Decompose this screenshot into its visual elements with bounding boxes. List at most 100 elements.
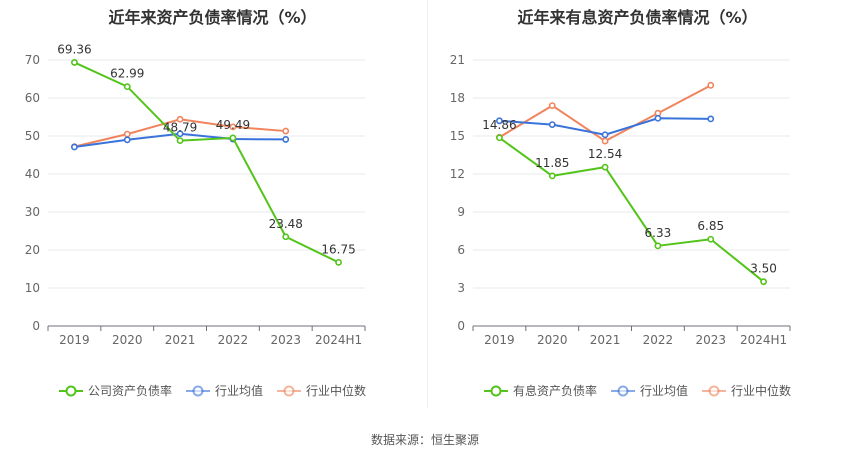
y-tick-label: 20 xyxy=(25,243,40,257)
data-point xyxy=(123,130,131,138)
data-point xyxy=(496,134,503,142)
data-point xyxy=(548,121,556,128)
x-tick-label: 2023 xyxy=(270,333,301,347)
legend-label: 公司资产负债率 xyxy=(87,384,172,398)
data-label: 62.99 xyxy=(110,67,144,81)
legend-label: 行业中位数 xyxy=(731,384,792,398)
data-label: 6.85 xyxy=(697,219,724,233)
y-tick-label: 3 xyxy=(457,281,465,295)
data-point xyxy=(123,136,131,144)
y-tick-label: 70 xyxy=(25,53,40,67)
legend-marker xyxy=(192,385,204,396)
data-point xyxy=(548,102,556,109)
data-point xyxy=(601,137,609,145)
data-source-note: 数据来源：恒生聚源 xyxy=(370,433,479,447)
y-tick-label: 12 xyxy=(450,167,465,181)
data-point xyxy=(282,233,290,241)
y-tick-label: 21 xyxy=(450,53,465,67)
chart-title: 近年来有息资产负债率情况（%） xyxy=(517,8,758,27)
data-point xyxy=(176,115,184,123)
legend-item[interactable]: 行业中位数 xyxy=(277,382,366,399)
y-tick-label: 18 xyxy=(450,91,465,105)
data-point xyxy=(707,115,715,123)
x-tick-label: 2024H1 xyxy=(315,333,362,347)
panel-divider xyxy=(427,0,428,408)
x-tick-label: 2021 xyxy=(590,333,621,347)
legend-item[interactable]: 行业均值 xyxy=(185,382,263,399)
legend-swatch-icon xyxy=(58,385,83,396)
y-tick-label: 40 xyxy=(25,167,40,181)
data-point xyxy=(123,83,131,91)
line-chart-interest-liability: 0 3 6 9 12 15 18 21 2019 2020 2021 2022 2023 2024H1 14… xyxy=(450,53,791,347)
data-point xyxy=(282,136,290,143)
legend-item[interactable]: 公司资产负债率 xyxy=(58,382,172,399)
x-tick-label: 2019 xyxy=(59,333,90,347)
x-tick-label: 2021 xyxy=(165,333,196,347)
chart-panel-asset-liability: 近年来资产负债率情况（%） 0 10 20 30 40 50 60 70 2019 2020 202… xyxy=(0,0,425,410)
chart-panel-interest-liability: 近年来有息资产负债率情况（%） 0 3 6 9 12 15 18 21 2019 2020 2021… xyxy=(425,0,850,410)
data-point xyxy=(496,117,503,125)
data-label: 69.36 xyxy=(57,42,91,56)
data-label: 6.33 xyxy=(645,226,672,240)
data-point xyxy=(176,130,184,138)
series-line xyxy=(498,136,765,283)
data-label: 23.48 xyxy=(269,217,303,231)
legend-swatch-icon xyxy=(483,385,508,396)
data-point xyxy=(71,59,78,66)
legend-marker xyxy=(617,385,629,396)
legend-label: 行业均值 xyxy=(639,384,688,398)
data-point xyxy=(707,235,715,243)
data-label: 48.79 xyxy=(163,121,197,135)
data-point xyxy=(760,278,767,286)
x-tick-label: 2022 xyxy=(643,333,674,347)
legend-swatch-icon xyxy=(702,385,726,396)
data-point xyxy=(229,123,237,131)
legend-item[interactable]: 有息资产负债率 xyxy=(483,382,597,399)
y-tick-label: 0 xyxy=(457,319,465,333)
y-tick-label: 50 xyxy=(25,129,40,143)
x-tick-label: 2019 xyxy=(484,333,515,347)
data-point xyxy=(707,81,715,89)
series-line xyxy=(74,61,340,264)
x-tick-label: 2022 xyxy=(218,333,249,347)
chart-legend: 公司资产负债率 行业均值 行业中位数 xyxy=(0,382,425,399)
data-label: 12.54 xyxy=(588,147,622,161)
legend-marker xyxy=(283,385,295,396)
legend-label: 行业均值 xyxy=(214,384,263,398)
legend-item[interactable]: 行业中位数 xyxy=(702,382,791,399)
y-tick-label: 9 xyxy=(457,205,465,219)
data-point xyxy=(229,134,237,142)
y-tick-label: 30 xyxy=(25,205,40,219)
line-chart-asset-liability: 0 10 20 30 40 50 60 70 2019 2020 2021 2022 2023 2024H… xyxy=(25,42,366,347)
y-tick-label: 0 xyxy=(32,319,40,333)
data-point xyxy=(548,172,556,180)
legend-item[interactable]: 行业均值 xyxy=(610,382,688,399)
data-point xyxy=(601,163,609,171)
x-tick-label: 2023 xyxy=(695,333,726,347)
x-tick-label: 2024H1 xyxy=(740,333,787,347)
data-point xyxy=(601,131,609,139)
data-label: 11.85 xyxy=(535,156,569,170)
legend-label: 有息资产负债率 xyxy=(512,384,597,398)
y-tick-label: 10 xyxy=(25,281,40,295)
data-label: 16.75 xyxy=(321,242,355,256)
legend-swatch-icon xyxy=(277,385,301,396)
legend-marker xyxy=(708,385,720,396)
data-point xyxy=(176,137,184,144)
legend-swatch-icon xyxy=(610,385,635,396)
data-point xyxy=(654,242,662,250)
y-tick-label: 6 xyxy=(457,243,465,257)
chart-legend: 有息资产负债率 行业均值 行业中位数 xyxy=(425,382,850,399)
chart-title: 近年来资产负债率情况（%） xyxy=(108,8,317,27)
legend-marker xyxy=(65,385,77,396)
data-label: 14.86 xyxy=(482,118,516,132)
x-tick-label: 2020 xyxy=(537,333,568,347)
x-tick-label: 2020 xyxy=(112,333,143,347)
y-tick-label: 60 xyxy=(25,91,40,105)
legend-marker xyxy=(490,385,502,396)
data-point xyxy=(335,258,342,266)
data-label: 49.49 xyxy=(216,118,250,132)
data-point xyxy=(654,114,662,122)
data-point xyxy=(71,143,78,151)
y-tick-label: 15 xyxy=(450,129,465,143)
